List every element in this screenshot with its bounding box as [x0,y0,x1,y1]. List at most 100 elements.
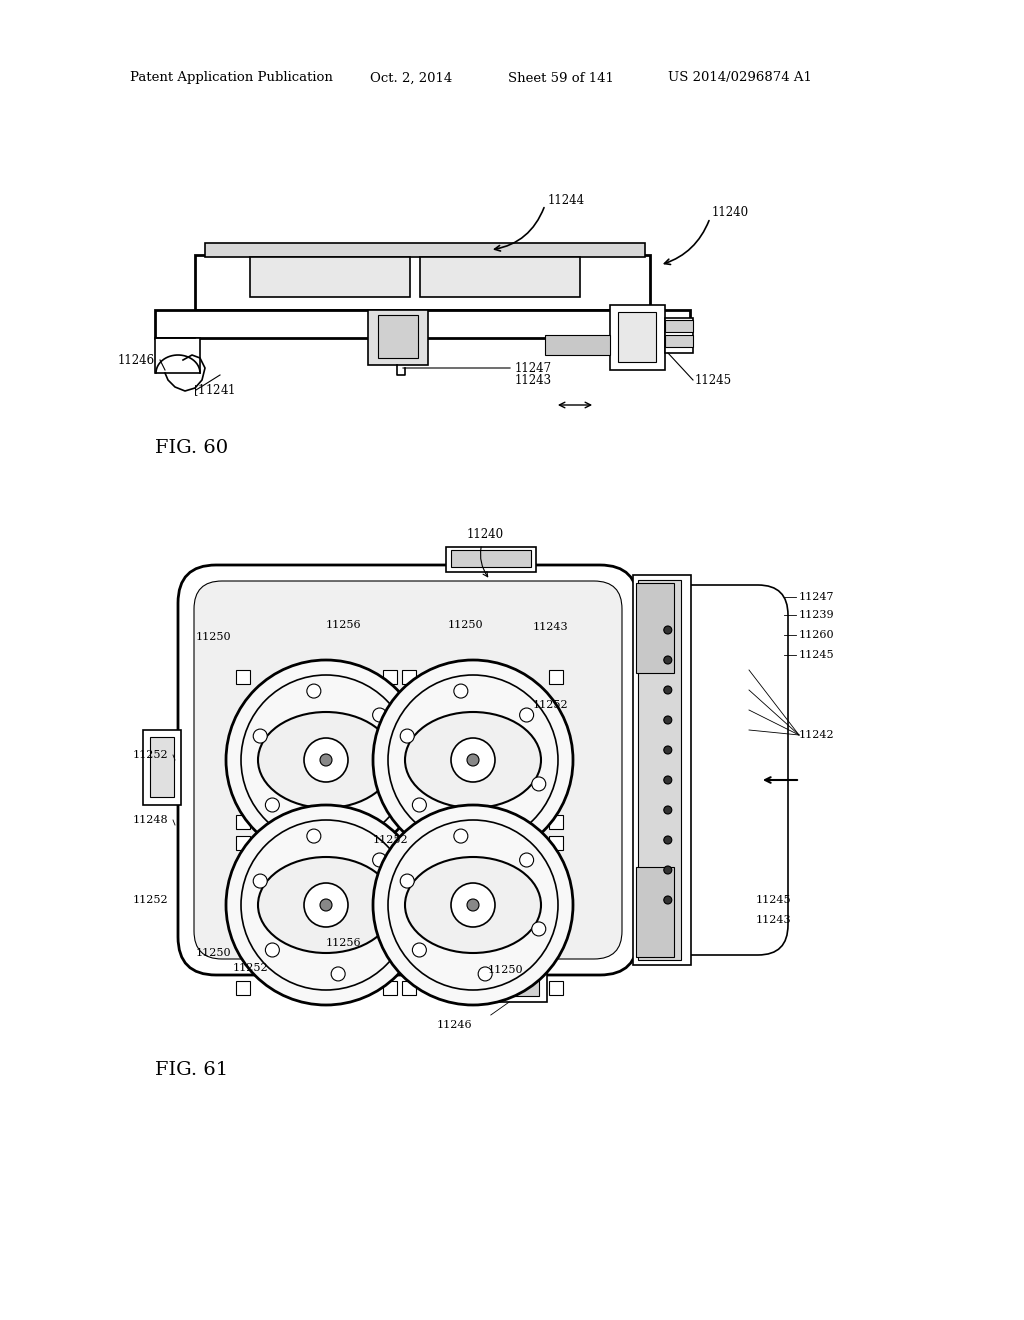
Circle shape [413,799,426,812]
FancyBboxPatch shape [194,581,622,960]
Text: 11245: 11245 [695,374,732,387]
Text: $\lfloor$11241: $\lfloor$11241 [193,383,236,397]
Bar [155,310,690,338]
Circle shape [226,805,426,1005]
Circle shape [373,805,573,1005]
Circle shape [373,708,387,722]
Circle shape [664,807,672,814]
Bar [402,982,417,995]
Circle shape [454,684,468,698]
Circle shape [454,829,468,843]
Circle shape [519,853,534,867]
Circle shape [451,738,495,781]
Text: US 2014/0296874 A1: US 2014/0296874 A1 [668,71,812,84]
Bar [550,669,563,684]
Bar [550,814,563,829]
Bar [665,318,693,352]
Bar [236,837,250,850]
Bar [383,669,396,684]
FancyBboxPatch shape [178,565,638,975]
Circle shape [253,729,267,743]
Circle shape [307,684,321,698]
Text: 11243: 11243 [756,915,792,925]
Circle shape [319,899,332,911]
Text: 11240: 11240 [467,528,504,577]
Text: Sheet 59 of 141: Sheet 59 of 141 [508,71,613,84]
Bar [420,257,580,297]
Circle shape [307,829,321,843]
Circle shape [451,883,495,927]
Bar [665,335,693,347]
Text: 11248: 11248 [133,814,169,825]
Bar [402,814,417,829]
Circle shape [467,899,479,911]
Bar [236,669,250,684]
Text: 11252: 11252 [373,836,409,845]
Bar [383,982,396,995]
Ellipse shape [406,857,541,953]
Text: 11245: 11245 [756,895,792,906]
Bar [479,974,540,997]
Bar [143,730,181,805]
Text: 11252: 11252 [233,964,268,973]
Text: 11256: 11256 [326,620,361,630]
Circle shape [664,746,672,754]
Circle shape [467,754,479,766]
Text: 11239: 11239 [799,610,835,620]
Text: FIG. 60: FIG. 60 [155,440,228,457]
Bar [236,814,250,829]
Text: 11252: 11252 [133,750,169,760]
Circle shape [664,686,672,694]
Bar [150,737,174,797]
Circle shape [331,968,345,981]
Text: 11243: 11243 [515,374,552,387]
Text: Oct. 2, 2014: Oct. 2, 2014 [370,71,453,84]
Bar [618,312,656,362]
Circle shape [413,942,426,957]
Text: 11250: 11250 [196,632,231,642]
Circle shape [400,729,415,743]
Bar [451,550,530,568]
Text: 11250: 11250 [488,965,523,975]
Bar [636,583,674,673]
Circle shape [664,656,672,664]
Bar [236,982,250,995]
Bar [638,579,681,960]
Circle shape [478,968,493,981]
FancyBboxPatch shape [653,585,788,954]
Circle shape [319,754,332,766]
Circle shape [664,626,672,634]
Bar [471,970,547,1002]
Circle shape [331,822,345,836]
Circle shape [385,921,398,936]
Circle shape [664,776,672,784]
Circle shape [304,738,348,781]
Text: 11256: 11256 [326,939,361,948]
Circle shape [226,660,426,861]
Ellipse shape [406,711,541,808]
Text: 11240: 11240 [712,206,750,219]
Bar [545,335,610,355]
Circle shape [531,777,546,791]
Text: 11250: 11250 [196,948,231,958]
Circle shape [478,822,493,836]
Text: 11247: 11247 [515,362,552,375]
Bar [636,867,674,957]
Bar [550,837,563,850]
Text: FIG. 61: FIG. 61 [155,1061,228,1078]
Bar [205,243,645,257]
Circle shape [400,874,415,888]
Bar [195,255,650,310]
Text: 11243: 11243 [534,622,568,632]
Bar [445,546,536,572]
Circle shape [519,708,534,722]
Bar [402,669,417,684]
Bar [665,319,693,333]
Text: 11246: 11246 [118,354,155,367]
Ellipse shape [258,857,394,953]
Bar [402,837,417,850]
Bar [368,310,428,366]
Circle shape [664,896,672,904]
Circle shape [373,660,573,861]
Circle shape [664,836,672,843]
